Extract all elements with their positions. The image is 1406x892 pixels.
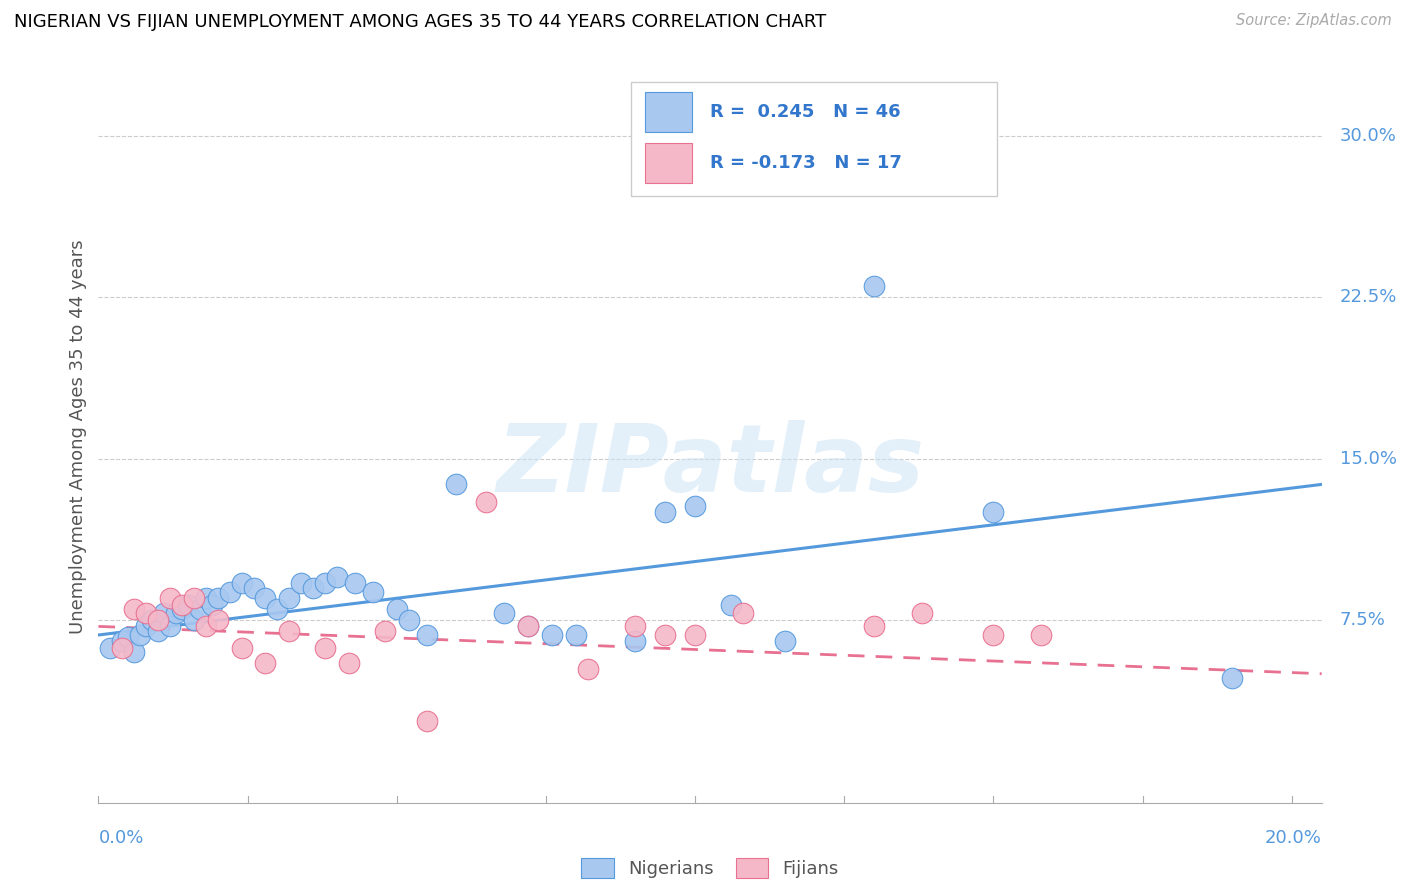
Point	[337, 656, 360, 670]
Point	[135, 607, 157, 621]
Point	[326, 570, 349, 584]
Point	[415, 628, 437, 642]
Point	[188, 602, 211, 616]
Text: Source: ZipAtlas.com: Source: ZipAtlas.com	[1236, 13, 1392, 29]
Point	[983, 505, 1005, 519]
Point	[159, 591, 181, 606]
Text: ZIPatlas: ZIPatlas	[496, 420, 924, 512]
Point	[654, 628, 676, 642]
Point	[278, 624, 301, 638]
Point	[170, 602, 193, 616]
Point	[343, 576, 366, 591]
Point	[374, 624, 396, 638]
Point	[1220, 671, 1243, 685]
Text: NIGERIAN VS FIJIAN UNEMPLOYMENT AMONG AGES 35 TO 44 YEARS CORRELATION CHART: NIGERIAN VS FIJIAN UNEMPLOYMENT AMONG AG…	[14, 13, 827, 31]
Point	[565, 628, 588, 642]
Point	[183, 591, 205, 606]
Point	[863, 619, 886, 633]
Point	[122, 645, 145, 659]
Text: 22.5%: 22.5%	[1340, 288, 1398, 306]
Point	[266, 602, 288, 616]
Point	[201, 598, 224, 612]
Point	[683, 499, 706, 513]
Point	[517, 619, 540, 633]
Text: R =  0.245   N = 46: R = 0.245 N = 46	[710, 103, 901, 121]
Point	[218, 585, 240, 599]
Text: 0.0%: 0.0%	[98, 829, 143, 847]
Point	[683, 628, 706, 642]
Text: R = -0.173   N = 17: R = -0.173 N = 17	[710, 154, 901, 172]
Point	[624, 634, 647, 648]
Point	[146, 613, 169, 627]
FancyBboxPatch shape	[645, 92, 692, 132]
Point	[194, 619, 217, 633]
Point	[290, 576, 312, 591]
FancyBboxPatch shape	[645, 143, 692, 183]
Text: 30.0%: 30.0%	[1340, 127, 1396, 145]
Point	[159, 619, 181, 633]
Point	[170, 598, 193, 612]
Point	[231, 576, 253, 591]
Point	[415, 714, 437, 728]
Point	[111, 634, 134, 648]
Point	[254, 656, 277, 670]
Point	[863, 279, 886, 293]
Point	[1031, 628, 1053, 642]
Point	[146, 624, 169, 638]
Point	[314, 640, 336, 655]
Point	[517, 619, 540, 633]
Point	[720, 598, 742, 612]
Point	[385, 602, 408, 616]
Text: 15.0%: 15.0%	[1340, 450, 1396, 467]
Point	[254, 591, 277, 606]
Point	[654, 505, 676, 519]
Point	[278, 591, 301, 606]
Point	[494, 607, 516, 621]
Point	[541, 628, 564, 642]
Point	[165, 607, 187, 621]
Point	[361, 585, 384, 599]
FancyBboxPatch shape	[630, 82, 997, 195]
Text: 20.0%: 20.0%	[1265, 829, 1322, 847]
Point	[773, 634, 796, 648]
Point	[624, 619, 647, 633]
Point	[194, 591, 217, 606]
Point	[117, 630, 139, 644]
Point	[231, 640, 253, 655]
Point	[242, 581, 264, 595]
Legend: Nigerians, Fijians: Nigerians, Fijians	[581, 858, 839, 878]
Point	[314, 576, 336, 591]
Y-axis label: Unemployment Among Ages 35 to 44 years: Unemployment Among Ages 35 to 44 years	[69, 240, 87, 634]
Point	[576, 662, 599, 676]
Point	[141, 613, 163, 627]
Point	[122, 602, 145, 616]
Point	[207, 591, 229, 606]
Point	[207, 613, 229, 627]
Point	[153, 607, 176, 621]
Point	[111, 640, 134, 655]
Point	[475, 494, 498, 508]
Point	[731, 607, 754, 621]
Point	[911, 607, 934, 621]
Point	[98, 640, 121, 655]
Point	[177, 598, 200, 612]
Point	[983, 628, 1005, 642]
Text: 7.5%: 7.5%	[1340, 611, 1385, 629]
Point	[302, 581, 325, 595]
Point	[446, 477, 468, 491]
Point	[135, 619, 157, 633]
Point	[183, 613, 205, 627]
Point	[398, 613, 420, 627]
Point	[129, 628, 152, 642]
